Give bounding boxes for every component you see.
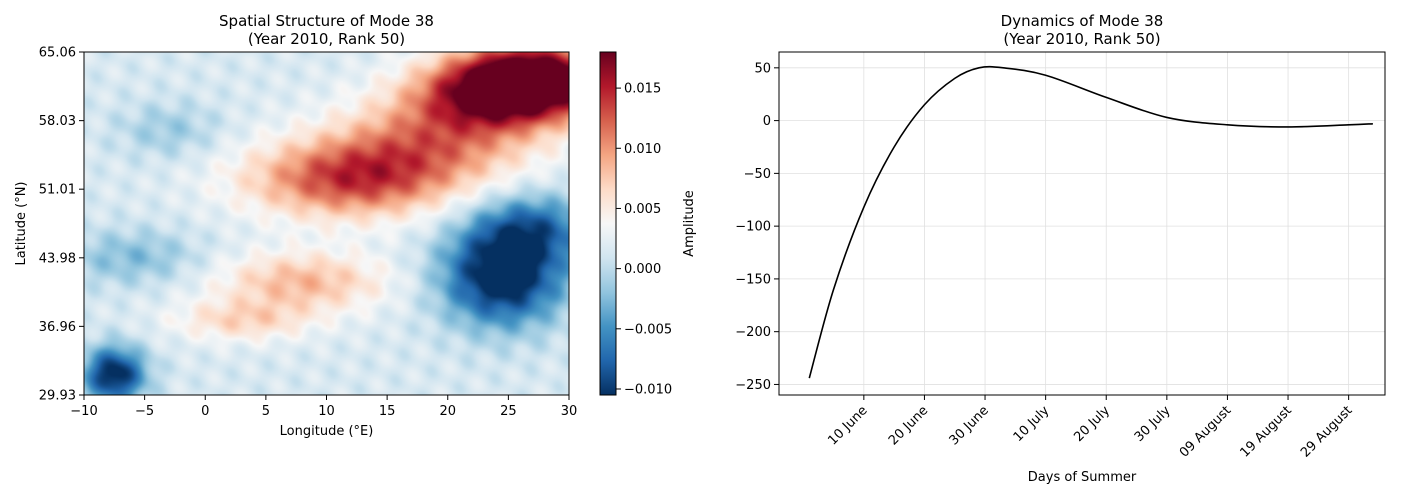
line-x-tick-label: 10 June — [825, 403, 870, 448]
heatmap-y-axis-label: Latitude (°N) — [14, 181, 29, 265]
line-x-tick-label: 30 July — [1132, 403, 1174, 445]
line-x-tick-label: 09 August — [1177, 403, 1234, 460]
colorbar-label: Amplitude — [682, 190, 697, 257]
series-line — [808, 65, 1373, 379]
heatmap-panel: Spatial Structure of Mode 38 (Year 2010,… — [14, 12, 577, 439]
colorbar-tick-label: −0.005 — [624, 322, 672, 337]
heatmap-x-tick-label: 0 — [201, 404, 209, 419]
heatmap-x-tick-label: 10 — [318, 404, 335, 419]
heatmap-y-tick-label: 51.01 — [39, 183, 76, 198]
heatmap-x-tick-label: 5 — [262, 404, 270, 419]
line-x-tick-label: 30 June — [947, 403, 992, 448]
line-x-axis-label: Days of Summer — [1028, 470, 1137, 485]
line-x-ticks: 10 June 20 June 30 June 10 July 20 July 30 Ju… — [825, 395, 1355, 461]
heatmap-x-tick-label: 15 — [379, 404, 396, 419]
line-grid — [779, 52, 1385, 395]
line-panel: Dynamics of Mode 38 (Year 2010, Rank 50)… — [735, 12, 1386, 485]
line-y-tick-label: −50 — [744, 167, 771, 182]
heatmap-x-tick-label: 25 — [500, 404, 517, 419]
colorbar-tick-label: −0.010 — [624, 382, 672, 397]
line-x-tick-label: 10 July — [1011, 403, 1053, 445]
heatmap-x-tick-label: 20 — [439, 404, 456, 419]
line-title-line1: Dynamics of Mode 38 — [1001, 12, 1164, 30]
heatmap-y-ticks: 29.93 36.96 43.98 51.01 58.03 65.06 — [39, 46, 84, 404]
line-x-tick-label: 29 August — [1298, 403, 1355, 460]
heatmap-x-tick-label: −10 — [70, 404, 97, 419]
heatmap-title-line1: Spatial Structure of Mode 38 — [219, 12, 434, 30]
line-y-tick-label: 0 — [763, 114, 771, 129]
line-y-tick-label: −200 — [735, 325, 771, 340]
heatmap-image — [84, 52, 569, 395]
heatmap-y-tick-label: 29.93 — [39, 389, 76, 404]
heatmap-x-ticks: −10 −5 0 5 10 15 20 25 30 — [70, 395, 577, 419]
heatmap-y-tick-label: 36.96 — [39, 320, 76, 335]
colorbar: −0.010 −0.005 0.000 0.005 0.010 0.015 Amplitu… — [599, 51, 697, 397]
heatmap-y-tick-label: 65.06 — [39, 46, 76, 61]
colorbar-tick-label: 0.015 — [624, 82, 661, 97]
heatmap-x-tick-label: 30 — [561, 404, 578, 419]
heatmap-x-axis-label: Longitude (°E) — [280, 424, 374, 439]
heatmap-y-tick-label: 43.98 — [39, 251, 76, 266]
colorbar-tick-label: 0.005 — [624, 202, 661, 217]
line-y-tick-label: −250 — [735, 378, 771, 393]
line-frame — [778, 51, 1386, 396]
line-x-tick-label: 20 July — [1071, 403, 1113, 445]
heatmap-y-tick-label: 58.03 — [39, 114, 76, 129]
colorbar-gradient — [599, 51, 617, 396]
line-y-tick-label: −100 — [735, 220, 771, 235]
line-x-tick-label: 20 June — [886, 403, 931, 448]
line-y-tick-label: 50 — [754, 61, 771, 76]
heatmap-title-line2: (Year 2010, Rank 50) — [248, 30, 405, 48]
line-title-line2: (Year 2010, Rank 50) — [1003, 30, 1160, 48]
colorbar-tick-label: 0.010 — [624, 142, 661, 157]
colorbar-ticks: −0.010 −0.005 0.000 0.005 0.010 0.015 — [616, 82, 672, 397]
line-y-tick-label: −150 — [735, 272, 771, 287]
line-y-ticks: 50 0 −50 −100 −150 −200 −250 — [735, 61, 779, 393]
colorbar-tick-label: 0.000 — [624, 262, 661, 277]
heatmap-x-tick-label: −5 — [135, 404, 154, 419]
line-x-tick-label: 19 August — [1237, 403, 1294, 460]
